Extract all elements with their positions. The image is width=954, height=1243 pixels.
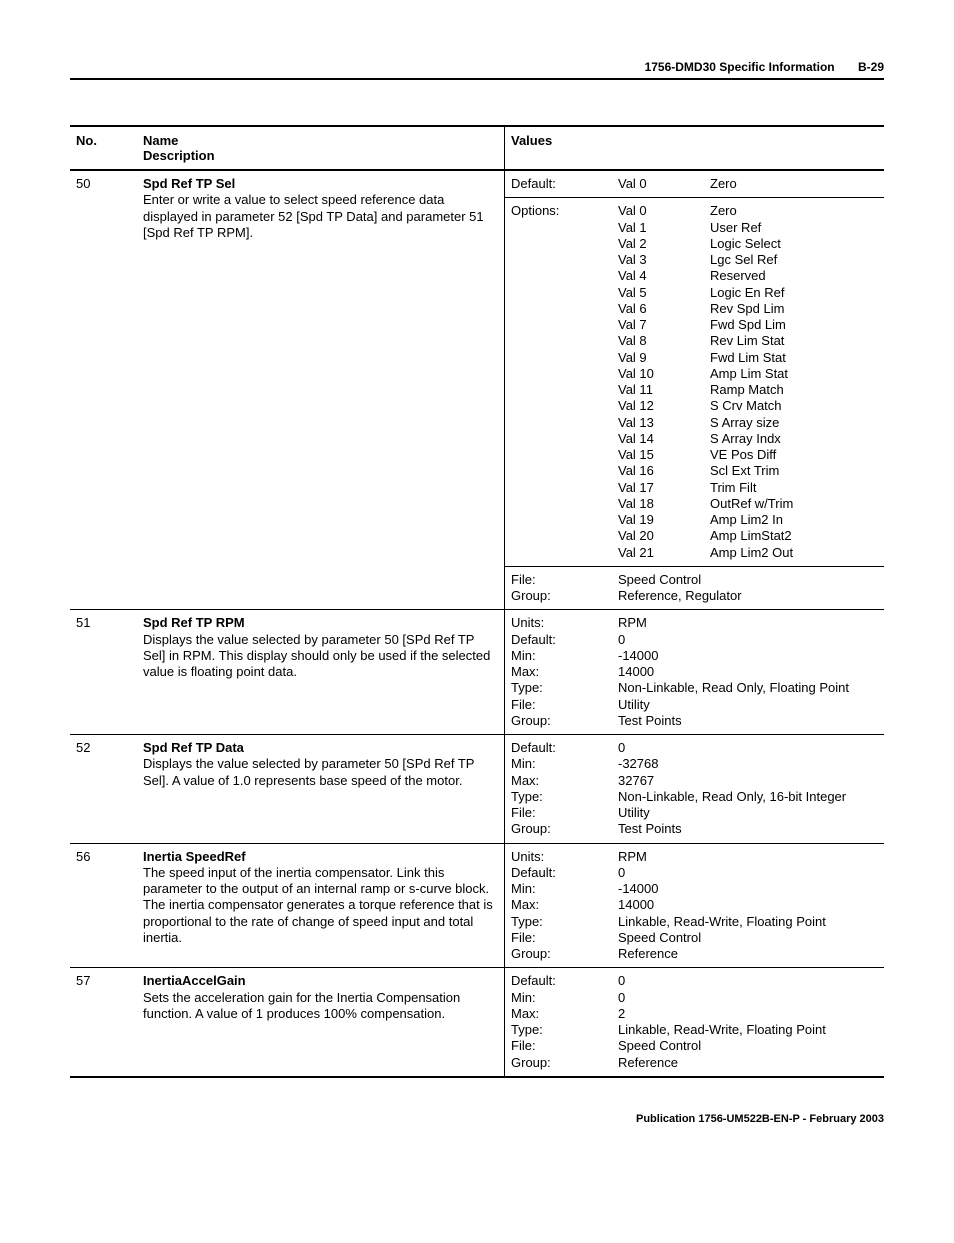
value-label: File:Group:	[505, 566, 613, 610]
value-label: Default:	[505, 170, 613, 198]
param-name: Spd Ref TP DataDisplays the value select…	[137, 735, 505, 844]
page-number: B-29	[858, 60, 884, 74]
table-row: 57InertiaAccelGainSets the acceleration …	[70, 968, 884, 1077]
option-codes: Val 0Val 1Val 2Val 3Val 4Val 5Val 6Val 7…	[612, 198, 704, 567]
col-no: No.	[70, 126, 137, 170]
param-name: Inertia SpeedRefThe speed input of the i…	[137, 843, 505, 968]
value-labels: Units:Default:Min:Max:Type:File:Group:	[505, 610, 613, 735]
parameter-table: No. Name Description Values 50Spd Ref TP…	[70, 125, 884, 1078]
col-name-line2: Description	[143, 148, 215, 163]
value-label: Options:	[505, 198, 613, 567]
value-texts: RPM0-1400014000Non-Linkable, Read Only, …	[612, 610, 884, 735]
page-header: 1756-DMD30 Specific Information B-29	[70, 60, 884, 80]
value-text: Speed ControlReference, Regulator	[612, 566, 884, 610]
value-code: Val 0	[612, 170, 704, 198]
table-row: 52Spd Ref TP DataDisplays the value sele…	[70, 735, 884, 844]
col-values: Values	[505, 126, 885, 170]
param-no: 50	[70, 170, 137, 610]
param-no: 56	[70, 843, 137, 968]
param-name: Spd Ref TP SelEnter or write a value to …	[137, 170, 505, 610]
param-no: 57	[70, 968, 137, 1077]
value-texts: RPM0-1400014000Linkable, Read-Write, Flo…	[612, 843, 884, 968]
page-footer: Publication 1756-UM522B-EN-P - February …	[70, 1113, 884, 1125]
value-text: Zero	[704, 170, 884, 198]
value-labels: Default:Min:Max:Type:File:Group:	[505, 735, 613, 844]
table-row: 51Spd Ref TP RPMDisplays the value selec…	[70, 610, 884, 735]
value-labels: Units:Default:Min:Max:Type:File:Group:	[505, 843, 613, 968]
option-names: ZeroUser RefLogic SelectLgc Sel RefReser…	[704, 198, 884, 567]
param-no: 51	[70, 610, 137, 735]
value-labels: Default:Min:Max:Type:File:Group:	[505, 968, 613, 1077]
value-texts: 002Linkable, Read-Write, Floating PointS…	[612, 968, 884, 1077]
param-no: 52	[70, 735, 137, 844]
col-name-line1: Name	[143, 133, 178, 148]
param-name: Spd Ref TP RPMDisplays the value selecte…	[137, 610, 505, 735]
table-header-row: No. Name Description Values	[70, 126, 884, 170]
doc-title: 1756-DMD30 Specific Information	[645, 60, 835, 74]
value-texts: 0-3276832767Non-Linkable, Read Only, 16-…	[612, 735, 884, 844]
col-name: Name Description	[137, 126, 505, 170]
param-name: InertiaAccelGainSets the acceleration ga…	[137, 968, 505, 1077]
table-row: 56Inertia SpeedRefThe speed input of the…	[70, 843, 884, 968]
table-row: 50Spd Ref TP SelEnter or write a value t…	[70, 170, 884, 198]
